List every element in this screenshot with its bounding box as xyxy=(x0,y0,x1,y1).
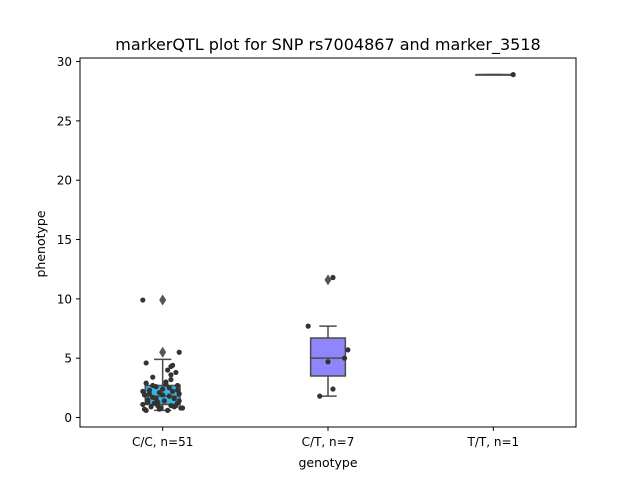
x-tick-label: C/C, n=51 xyxy=(132,435,193,449)
data-point xyxy=(141,406,148,412)
y-tick-label: 15 xyxy=(57,233,72,247)
outlier-marker xyxy=(324,274,332,286)
data-point xyxy=(317,393,323,399)
data-point xyxy=(140,401,146,408)
data-point xyxy=(140,297,146,303)
y-tick-label: 20 xyxy=(57,174,72,188)
outlier-marker xyxy=(159,294,167,306)
x-tick-label: T/T, n=1 xyxy=(467,435,520,449)
outlier-marker xyxy=(159,346,167,358)
data-point xyxy=(165,407,171,413)
data-point xyxy=(179,405,186,411)
data-point xyxy=(140,388,146,395)
data-point xyxy=(305,323,311,329)
data-point xyxy=(145,399,151,405)
data-point xyxy=(153,395,159,402)
data-point xyxy=(325,359,331,365)
data-point xyxy=(330,386,336,392)
data-point xyxy=(166,385,172,391)
data-point xyxy=(176,398,182,404)
data-point xyxy=(176,349,182,355)
chart-title: markerQTL plot for SNP rs7004867 and mar… xyxy=(115,35,540,55)
data-point xyxy=(160,386,166,392)
data-point xyxy=(341,355,348,361)
data-point xyxy=(161,398,167,404)
data-point xyxy=(171,404,177,410)
data-point xyxy=(163,379,169,385)
data-point xyxy=(169,388,176,395)
data-point xyxy=(150,374,156,380)
y-tick-label: 10 xyxy=(57,292,72,306)
data-point xyxy=(143,360,149,366)
data-point xyxy=(165,367,171,373)
data-point xyxy=(330,274,336,281)
data-point xyxy=(171,395,177,402)
data-point xyxy=(174,382,181,389)
data-point xyxy=(174,387,181,393)
data-point xyxy=(166,393,172,399)
y-tick-label: 0 xyxy=(64,411,72,425)
data-point xyxy=(345,347,351,353)
y-tick-label: 25 xyxy=(57,114,72,128)
data-point xyxy=(169,362,176,368)
data-point xyxy=(510,72,516,78)
data-point xyxy=(173,369,179,376)
y-tick-label: 30 xyxy=(57,55,72,69)
y-axis-label: phenotype xyxy=(33,210,48,277)
data-point xyxy=(155,403,161,409)
data-point xyxy=(146,391,153,397)
plot-area: 0 5 10 15 20 25 30 C/C, n=51 C/T, n=7 T/T, n=1 xyxy=(57,55,577,449)
data-point xyxy=(143,380,149,386)
x-tick-label: C/T, n=7 xyxy=(302,435,355,449)
data-point xyxy=(150,382,156,389)
data-point xyxy=(168,376,174,383)
data-point xyxy=(168,372,174,378)
data-point xyxy=(146,387,153,393)
data-point xyxy=(160,392,166,398)
box xyxy=(309,337,347,377)
y-tick-label: 5 xyxy=(64,352,72,366)
data-point xyxy=(148,404,154,410)
x-axis-label: genotype xyxy=(298,455,357,470)
